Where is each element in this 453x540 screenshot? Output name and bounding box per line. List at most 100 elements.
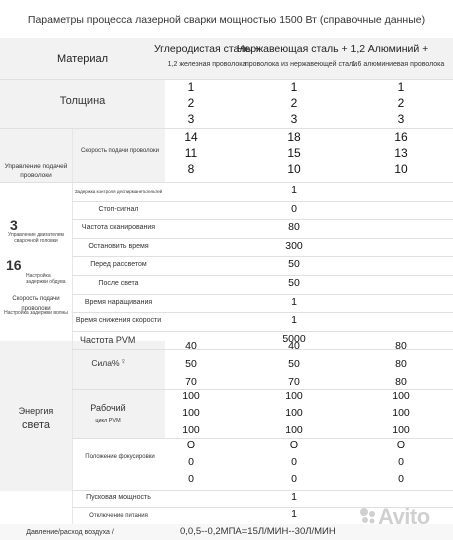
duty-cell: 100 — [182, 407, 200, 419]
single-row-value: 50 — [288, 258, 300, 271]
row-divider — [72, 219, 453, 221]
thickness-cell: 1 — [397, 80, 405, 94]
side-wire-speed: Скорость подачи проволоки — [12, 296, 60, 312]
energy-label-bg — [0, 341, 72, 491]
single-row-label: После света — [98, 280, 139, 287]
power-cell: 40 — [288, 340, 300, 352]
row-divider — [72, 237, 453, 239]
focus-cell: 0 — [291, 456, 297, 468]
col-name: Алюминий + — [367, 43, 429, 55]
duty-cell: 100 — [285, 424, 303, 436]
wire-feed-cell: 16 — [394, 130, 408, 144]
power-label: Сила% — [91, 358, 120, 368]
wire-feed-cell: 15 — [287, 146, 301, 160]
wire-feed-cell: 10 — [287, 162, 301, 176]
power-cell: 80 — [395, 358, 407, 370]
thickness-cell: 3 — [290, 112, 298, 126]
single-row-label: Остановить время — [88, 242, 149, 250]
power-cell: 50 — [185, 358, 197, 370]
duty-label: Рабочий — [90, 403, 126, 413]
single-row-label: Задержка контроля деспирманетьтельтей — [74, 189, 163, 194]
duty-cell: 100 — [182, 424, 200, 436]
single-row-label: Частота PVM — [80, 334, 136, 345]
air-row-bg — [0, 524, 453, 540]
avito-watermark: Avito — [378, 504, 430, 529]
side-note-16-text: Настройка задержки обдува — [26, 273, 66, 285]
focus-label: Положение фокусировки — [85, 454, 155, 460]
header-col-aluminium: Алюминий + 1.6 алюминиевая проволока — [333, 43, 453, 71]
wire-group-label: Управление подачей проволоки — [4, 163, 68, 179]
wire-feed-cell: 10 — [394, 162, 408, 176]
power-cell: 40 — [185, 340, 197, 352]
col-name: Углеродистая сталь + — [153, 43, 260, 55]
wire-feed-cell: 8 — [187, 162, 195, 176]
single-row-label: Частота сканирования — [81, 224, 156, 232]
percent-icon: ♀ — [120, 356, 127, 366]
row-divider — [72, 438, 453, 439]
duty-cell: 100 — [392, 424, 410, 436]
header-col-stainless: Нержавеющая сталь + 1,2 проволока из нер… — [236, 43, 366, 71]
start-power-value: 1 — [291, 491, 297, 503]
row-divider — [72, 349, 453, 351]
row-divider — [0, 182, 453, 183]
focus-cell: 0 — [398, 456, 404, 468]
avito-logo-icon — [360, 508, 375, 524]
thickness-bg — [0, 79, 165, 128]
row-divider — [72, 275, 453, 276]
row-divider — [72, 256, 453, 258]
row-divider — [72, 312, 453, 314]
single-row-label: Стоп-сигнал — [98, 205, 139, 213]
row-divider — [72, 330, 453, 332]
focus-cell: O — [396, 439, 406, 451]
table-title: Параметры процесса лазерной сварки мощно… — [27, 14, 426, 26]
power-cell: 70 — [288, 376, 300, 388]
row-divider — [72, 507, 453, 508]
row-divider — [0, 79, 453, 80]
energy-label-1: Энергия — [18, 406, 54, 416]
single-row-value: 50 — [288, 277, 300, 289]
thickness-cell: 1 — [187, 80, 195, 94]
single-row-label: Время наращивания — [84, 298, 153, 306]
col-sub: 1.6 алюминиевая проволока — [351, 61, 445, 68]
single-row-value: 0 — [291, 202, 297, 215]
wire-feed-cell: 11 — [184, 146, 198, 160]
power-off-value: 1 — [291, 508, 297, 520]
single-row-label: Время снижения скорости — [75, 317, 162, 325]
single-row-value: 300 — [285, 239, 303, 252]
col-divider — [72, 128, 73, 524]
side-note-16: 16 — [6, 257, 22, 273]
duty-cell: 100 — [285, 390, 303, 402]
power-cell: 80 — [395, 340, 407, 352]
single-row-value: 1 — [291, 295, 297, 308]
focus-cell: 0 — [291, 473, 297, 485]
thickness-cell: 3 — [397, 112, 405, 126]
thickness-cell: 2 — [187, 96, 195, 110]
duty-cell: 100 — [285, 407, 303, 419]
focus-cell: 0 — [188, 473, 194, 485]
single-row-label: Перед рассветом — [90, 261, 147, 269]
focus-cell: O — [289, 439, 299, 451]
wire-feed-cell: 14 — [184, 130, 198, 144]
single-row-value: 1 — [291, 314, 297, 327]
thickness-cell: 1 — [290, 80, 298, 94]
wire-label-bg — [72, 128, 165, 182]
focus-cell: O — [186, 439, 196, 451]
side-note-3: 3 — [10, 217, 18, 233]
col-sub: 1,2 железная проволока — [167, 61, 247, 68]
row-divider — [72, 200, 453, 202]
power-cell: 70 — [185, 376, 197, 388]
wire-feed-label: Скорость подачи проволоки — [80, 148, 159, 154]
side-note-3-text: Управление двигателем сварочной головки — [8, 232, 64, 244]
power-cell: 80 — [395, 376, 407, 388]
thickness-cell: 2 — [290, 96, 298, 110]
header-col-carbon: Углеродистая сталь + 1,2 железная провол… — [142, 43, 272, 71]
single-row-value: 5000 — [282, 332, 306, 345]
focus-cell: 0 — [188, 456, 194, 468]
power-off-label: Отключение питания — [89, 513, 148, 519]
thickness-cell: 3 — [187, 112, 195, 126]
row-divider — [72, 389, 453, 390]
row-divider — [72, 293, 453, 295]
wire-feed-cell: 18 — [287, 130, 301, 144]
energy-label-2: света — [21, 419, 50, 431]
